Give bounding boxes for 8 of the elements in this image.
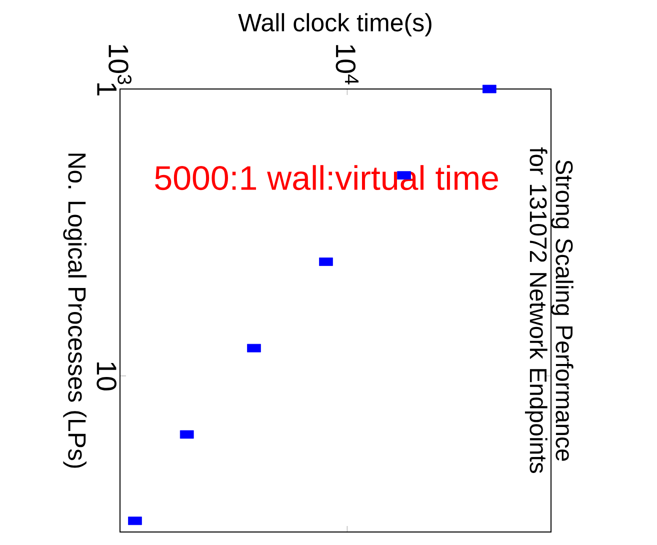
y-axis-title: No. Logical Processes (LPs) bbox=[63, 154, 86, 468]
x-tick-label: 10$^{3}$ bbox=[108, 45, 132, 84]
y-tick-label: 10 bbox=[96, 362, 116, 390]
annotation: 5000:1 wall:virtual time bbox=[155, 165, 498, 190]
text: Strong Scaling Performance for 131072 Network Endpoints bbox=[524, 147, 574, 473]
x-tick-label: 10$^{4}$ bbox=[336, 45, 359, 84]
y-tick-label: 1 bbox=[97, 83, 116, 96]
x-axis-title: Wall clock time(s) bbox=[238, 13, 432, 36]
